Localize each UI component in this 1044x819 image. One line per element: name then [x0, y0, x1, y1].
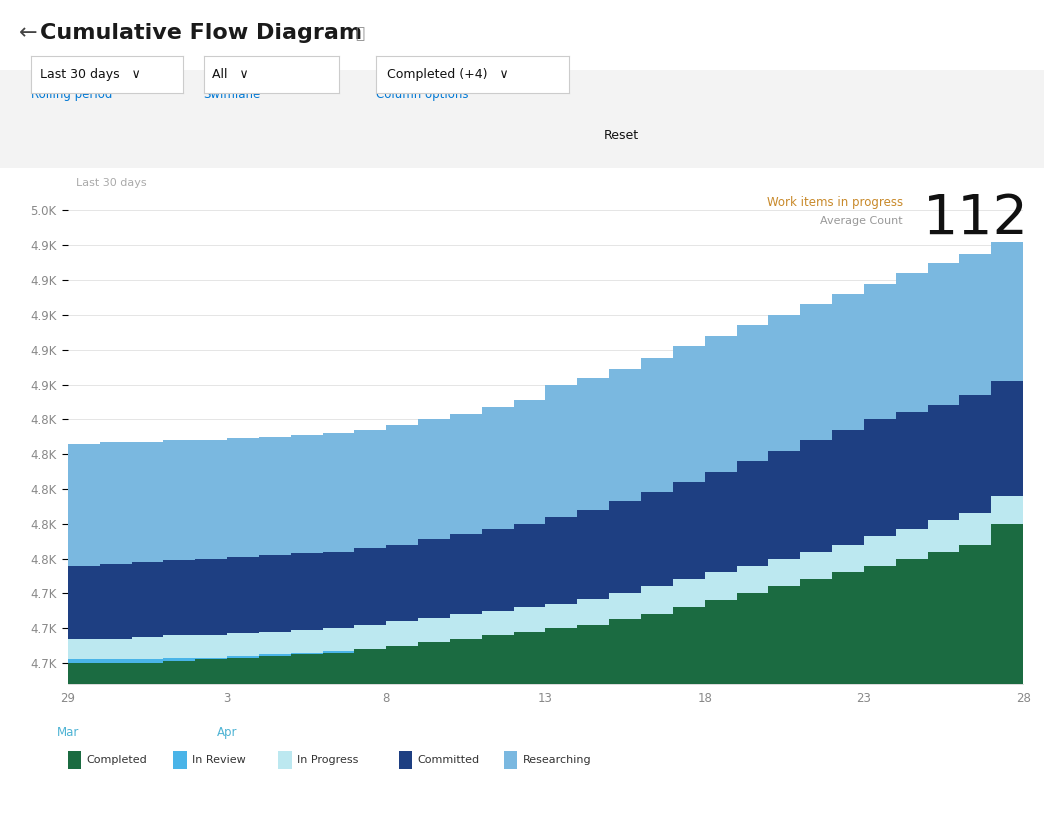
Text: All   ∨: All ∨: [212, 68, 248, 80]
Text: Completed: Completed: [87, 755, 147, 765]
Text: ⓘ: ⓘ: [355, 26, 364, 41]
Text: Apr: Apr: [217, 726, 237, 739]
Text: Last 30 days   ∨: Last 30 days ∨: [41, 68, 141, 80]
Text: 112: 112: [923, 192, 1028, 246]
Text: Last 30 days: Last 30 days: [75, 178, 146, 188]
Text: Researching: Researching: [523, 755, 591, 765]
Text: Average Count: Average Count: [821, 216, 903, 226]
Text: ←: ←: [19, 24, 38, 43]
Text: Reset: Reset: [603, 129, 639, 142]
Text: In Progress: In Progress: [298, 755, 358, 765]
Text: Mar: Mar: [56, 726, 79, 739]
Text: Swimlane: Swimlane: [204, 88, 261, 101]
Text: Work items in progress: Work items in progress: [767, 196, 903, 209]
Text: Cumulative Flow Diagram: Cumulative Flow Diagram: [40, 24, 362, 43]
Text: Committed: Committed: [418, 755, 479, 765]
Text: Completed (+4)   ∨: Completed (+4) ∨: [387, 68, 509, 80]
Text: Column options: Column options: [376, 88, 469, 101]
Text: In Review: In Review: [192, 755, 245, 765]
Text: Rolling period: Rolling period: [31, 88, 113, 101]
